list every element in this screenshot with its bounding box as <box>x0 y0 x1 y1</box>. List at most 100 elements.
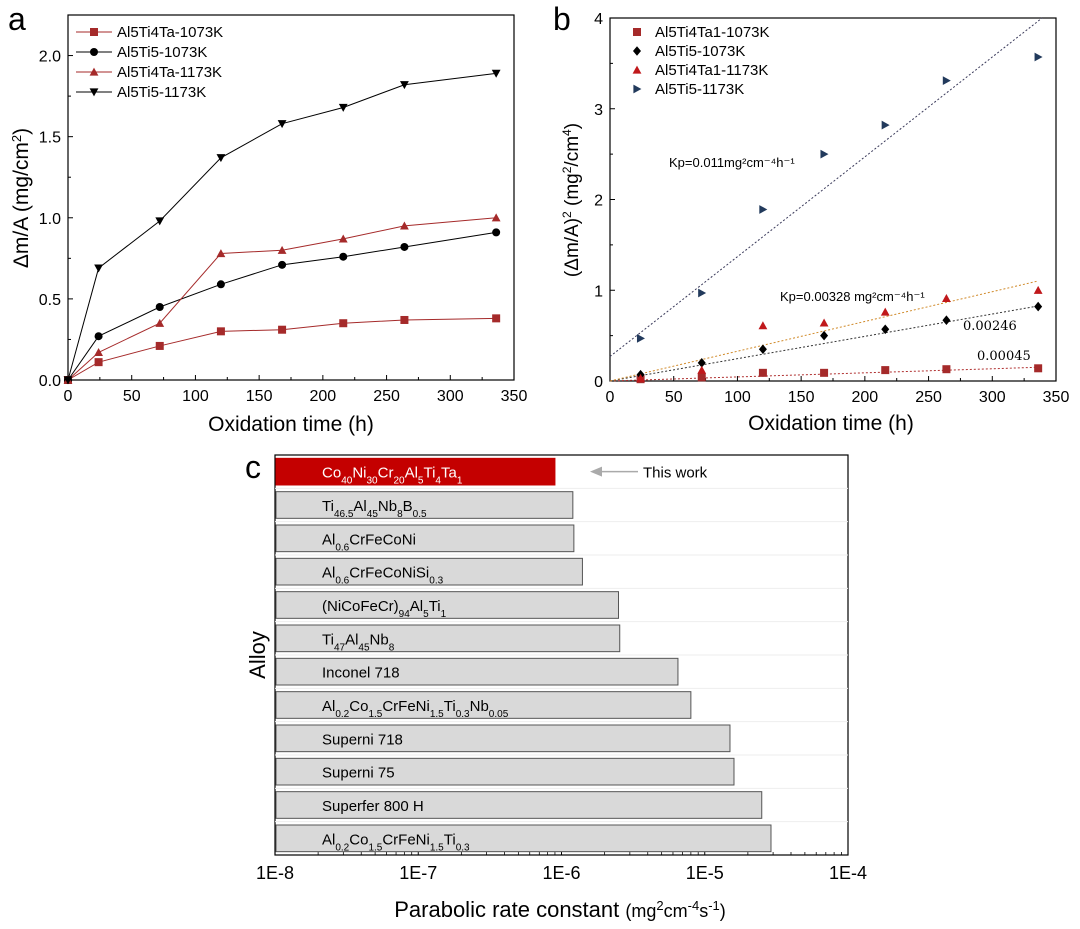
data-point <box>881 366 890 375</box>
annotation-kp-1173-ta: Kp=0.00328 mg²cm⁻⁴h⁻¹ <box>780 289 925 304</box>
data-point <box>400 81 409 90</box>
x-tick-label: 250 <box>915 389 942 406</box>
series-line-3 <box>67 72 497 381</box>
data-point <box>338 103 348 112</box>
bar-7 <box>275 691 692 719</box>
arrow-left-icon <box>590 466 602 477</box>
data-point <box>155 303 164 311</box>
fit-line-3 <box>609 17 1043 357</box>
y-axis-label-b: (Δm/A)2 (mg2/cm4) <box>560 123 583 277</box>
data-point <box>881 324 890 335</box>
legend-marker <box>633 84 642 94</box>
data-point <box>880 307 890 316</box>
data-point <box>278 260 287 269</box>
legend-entry: Al5Ti4Ta1-1073K <box>655 24 770 41</box>
legend-entry: Al5Ti4Ta-1073K <box>117 24 223 41</box>
data-point <box>492 228 501 237</box>
annotation-kp-1073-ta: 0.00045 <box>977 349 1031 364</box>
data-point <box>1034 364 1043 373</box>
data-point <box>491 213 501 222</box>
this-work-label: This work <box>643 465 708 482</box>
legend-marker <box>89 88 99 97</box>
data-point <box>492 314 501 323</box>
data-point <box>758 368 767 377</box>
bar-0 <box>275 457 556 486</box>
legend-marker <box>632 65 642 74</box>
fit-lines-b <box>609 17 1043 382</box>
legend-marker <box>90 28 98 36</box>
legend-marker <box>89 67 99 76</box>
data-point <box>278 325 287 334</box>
data-point <box>697 358 706 368</box>
data-point <box>339 319 348 328</box>
x-axis-label-c: Parabolic rate constant (mg2cm-4s-1) <box>394 897 726 922</box>
data-point <box>881 120 890 130</box>
y-tick-label: 0 <box>594 374 603 391</box>
bar-11 <box>275 824 772 853</box>
data-point <box>942 315 951 325</box>
axis-ticks-b: 0 50 100 150 200 250 300 350 0 1 2 3 4 <box>594 11 1069 406</box>
legend-b: Al5Ti4Ta1-1073K Al5Ti5-1073K Al5Ti4Ta1-117… <box>632 24 770 98</box>
fit-line-0 <box>609 366 1039 382</box>
data-point <box>1033 285 1043 294</box>
data-point <box>216 249 226 258</box>
x-tick-label: 200 <box>852 389 879 406</box>
data-point <box>277 245 287 254</box>
x-tick-label: 150 <box>246 388 273 405</box>
y-tick-label: 2.0 <box>39 49 61 66</box>
x-tick-label: 0 <box>64 388 73 405</box>
series-line-0 <box>67 317 497 381</box>
bar-label-7: Al0.2Co1.5CrFeNi1.5Ti0.3Nb0.05 <box>322 698 509 720</box>
axis-ticks-c: 1E-8 1E-7 1E-6 1E-5 1E-4 <box>256 849 867 883</box>
x-tick-label: 300 <box>979 389 1006 406</box>
y-axis-label-a: Δm/A (mg/cm2) <box>9 128 34 268</box>
data-point <box>697 373 706 382</box>
data-point <box>820 330 829 341</box>
x-tick-label: 1E-7 <box>399 863 437 883</box>
legend-entry: Al5Ti5-1073K <box>655 43 745 60</box>
bar-3 <box>275 557 583 586</box>
data-point <box>698 288 707 298</box>
bar-4 <box>275 591 620 619</box>
y-tick-label: 1.5 <box>39 130 61 147</box>
bar-9 <box>275 757 735 786</box>
x-tick-label: 100 <box>182 388 209 405</box>
x-tick-label: 300 <box>437 388 464 405</box>
annotation-kp-1073-ti5: 0.00246 <box>963 319 1017 334</box>
legend-entry: Al5Ti5-1073K <box>117 44 207 61</box>
y-tick-label: 1 <box>594 283 603 300</box>
data-point <box>1034 301 1043 312</box>
data-point <box>94 348 103 357</box>
y-tick-label: 0.5 <box>39 292 61 309</box>
x-tick-label: 50 <box>123 388 141 405</box>
legend-marker <box>633 28 641 36</box>
x-tick-label: 350 <box>501 388 528 405</box>
data-point <box>942 76 951 86</box>
panel-label-b: b <box>553 1 571 37</box>
bar-label-4: (NiCoFeCr)94Al5Ti1 <box>322 598 447 620</box>
data-point <box>155 318 165 327</box>
x-tick-label: 1E-8 <box>256 863 294 883</box>
data-point <box>759 205 768 214</box>
x-axis-label-a: Oxidation time (h) <box>208 413 374 436</box>
bar-label-3: Al0.6CrFeCoNiSi0.3 <box>322 565 444 587</box>
data-point <box>942 365 951 374</box>
x-axis-label-b: Oxidation time (h) <box>748 412 914 435</box>
this-work-pointer: This work <box>590 465 708 482</box>
x-tick-label: 0 <box>606 389 615 406</box>
series-line-1 <box>67 231 497 381</box>
panel-label-a: a <box>8 1 26 37</box>
bar-label-5: Ti47Al45Nb8 <box>322 631 395 653</box>
legend-marker <box>633 46 641 56</box>
bar-label-11: Al0.2Co1.5CrFeNi1.5Ti0.3 <box>322 831 470 853</box>
x-tick-label: 250 <box>373 388 400 405</box>
x-tick-label: 1E-5 <box>686 863 724 883</box>
bar-label-9: Superni 75 <box>322 765 395 782</box>
data-point <box>339 252 348 261</box>
y-tick-label: 0.0 <box>39 373 61 390</box>
series-line-2 <box>67 217 497 381</box>
data-point <box>400 242 409 251</box>
data-point <box>338 234 348 243</box>
panel-label-c: c <box>245 449 261 485</box>
